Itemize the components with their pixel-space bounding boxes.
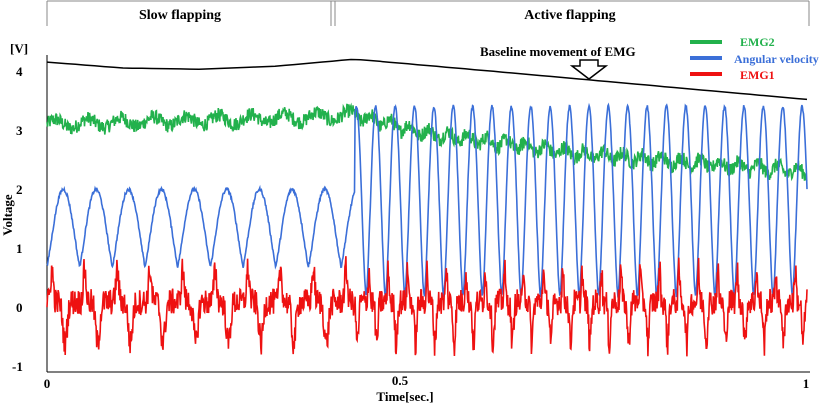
phase-label-slow: Slow flapping	[139, 8, 221, 23]
series-line-emg2	[46, 102, 808, 182]
series-line-emg1	[46, 256, 808, 357]
y-tick-label: 0	[16, 300, 23, 315]
x-tick-label: 0.5	[392, 373, 409, 388]
y-tick-label: 2	[16, 182, 23, 197]
baseline-movement-curve	[46, 58, 808, 101]
y-tick-label: -1	[12, 359, 23, 374]
y-tick-label: 1	[16, 241, 23, 256]
y-axis-title: Voltage	[0, 194, 15, 236]
down-arrow-icon	[569, 59, 609, 80]
series-line-angular-velocity	[46, 102, 808, 298]
legend-label-emg1: EMG1	[740, 68, 775, 82]
x-axis-title: Time[sec.]	[376, 389, 433, 404]
x-tick-labels: 0 0.5 1	[44, 373, 810, 391]
x-tick-label: 0	[44, 376, 51, 391]
phase-label-active: Active flapping	[524, 8, 615, 23]
legend: EMG2 Angular velocity EMG1	[690, 35, 819, 82]
baseline-annotation: Baseline movement of EMG	[480, 44, 636, 59]
phase-bar: Slow flapping Active flapping	[46, 0, 810, 26]
y-tick-label: 3	[16, 123, 23, 138]
y-tick-label: 4	[16, 64, 23, 79]
x-tick-label: 1	[803, 376, 810, 391]
y-tick-labels: 4 3 2 1 0 -1	[12, 64, 23, 374]
series-layer	[46, 102, 808, 357]
unit-label: [V]	[10, 41, 28, 56]
legend-label-emg2: EMG2	[740, 35, 775, 49]
legend-label-angular-velocity: Angular velocity	[734, 52, 819, 66]
